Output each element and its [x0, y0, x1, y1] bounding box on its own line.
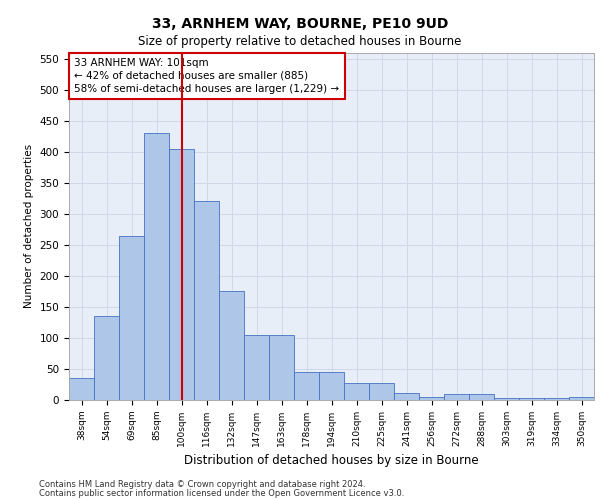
Bar [319, 372, 344, 400]
Bar [519, 398, 544, 400]
Bar [344, 382, 369, 400]
Bar [169, 148, 194, 400]
Bar [94, 316, 119, 400]
Bar [444, 394, 469, 400]
Bar [269, 335, 294, 400]
Bar [419, 397, 444, 400]
Bar [494, 398, 519, 400]
Bar [294, 372, 319, 400]
Bar [144, 133, 169, 400]
Bar [369, 382, 394, 400]
Bar [194, 202, 219, 400]
Text: 33 ARNHEM WAY: 101sqm
← 42% of detached houses are smaller (885)
58% of semi-det: 33 ARNHEM WAY: 101sqm ← 42% of detached … [74, 58, 340, 94]
Text: Contains public sector information licensed under the Open Government Licence v3: Contains public sector information licen… [39, 488, 404, 498]
Bar [69, 378, 94, 400]
X-axis label: Distribution of detached houses by size in Bourne: Distribution of detached houses by size … [184, 454, 479, 468]
Bar [544, 398, 569, 400]
Bar [569, 397, 594, 400]
Bar [394, 392, 419, 400]
Bar [469, 394, 494, 400]
Text: Size of property relative to detached houses in Bourne: Size of property relative to detached ho… [139, 35, 461, 48]
Bar [219, 292, 244, 400]
Text: Contains HM Land Registry data © Crown copyright and database right 2024.: Contains HM Land Registry data © Crown c… [39, 480, 365, 489]
Y-axis label: Number of detached properties: Number of detached properties [24, 144, 34, 308]
Text: 33, ARNHEM WAY, BOURNE, PE10 9UD: 33, ARNHEM WAY, BOURNE, PE10 9UD [152, 18, 448, 32]
Bar [244, 335, 269, 400]
Bar [119, 236, 144, 400]
